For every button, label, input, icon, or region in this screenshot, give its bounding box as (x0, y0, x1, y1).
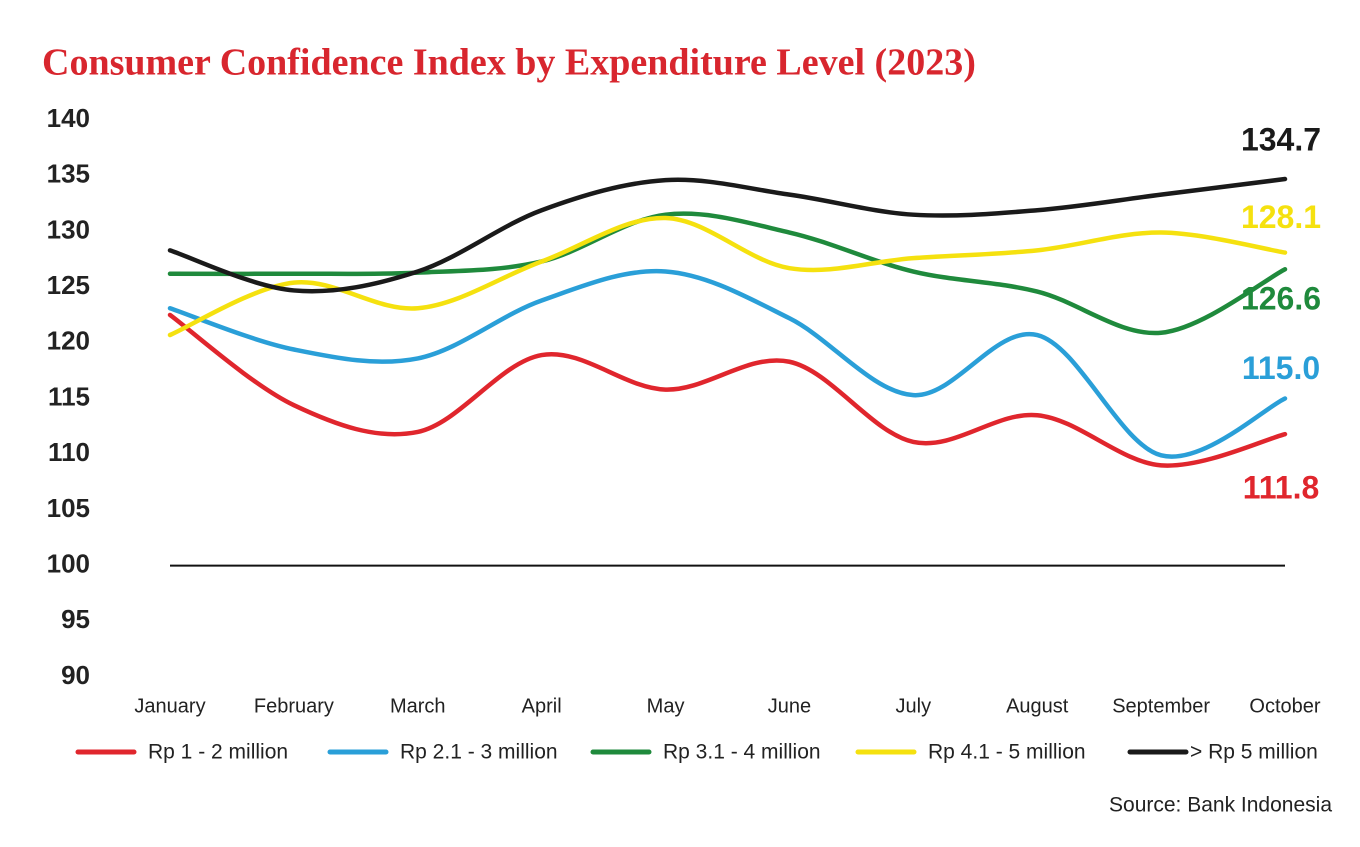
y-tick-label: 130 (47, 214, 90, 244)
x-tick-label: October (1249, 695, 1320, 717)
x-tick-label: March (390, 695, 446, 717)
y-tick-label: 115 (48, 381, 90, 411)
y-tick-label: 95 (61, 604, 90, 634)
series-line (167, 215, 1288, 338)
legend-label: Rp 3.1 - 4 million (663, 741, 821, 764)
y-tick-label: 120 (47, 326, 90, 356)
x-tick-label: September (1112, 695, 1210, 717)
series-line (167, 211, 1288, 336)
series-line (167, 176, 1288, 294)
x-tick-label: January (134, 695, 205, 717)
x-tick-label: June (768, 695, 811, 717)
y-tick-label: 90 (61, 660, 90, 690)
value-label: 126.6 (1241, 281, 1321, 317)
y-tick-label: 135 (47, 159, 90, 189)
series-line (167, 268, 1288, 459)
x-tick-label: August (1006, 695, 1069, 717)
legend-label: Rp 1 - 2 million (148, 741, 288, 764)
y-tick-label: 140 (47, 103, 90, 133)
source: Source: Bank Indonesia (1109, 794, 1332, 817)
legend-label: Rp 2.1 - 3 million (400, 741, 558, 764)
x-tick-label: July (896, 695, 932, 717)
y-tick-label: 105 (47, 493, 90, 523)
series-line (167, 312, 1288, 468)
x-tick-label: April (522, 695, 562, 717)
value-label: 115.0 (1242, 350, 1320, 386)
legend-label: > Rp 5 million (1190, 741, 1318, 764)
x-tick-label: May (647, 695, 685, 717)
x-tick-label: February (254, 695, 334, 717)
y-tick-label: 100 (47, 548, 90, 578)
y-tick-label: 125 (47, 270, 90, 300)
legend-label: Rp 4.1 - 5 million (928, 741, 1086, 764)
value-label: 134.7 (1241, 121, 1321, 157)
value-label: 128.1 (1241, 199, 1321, 235)
value-label: 111.8 (1243, 470, 1320, 506)
y-tick-label: 110 (48, 437, 90, 467)
chart-title: Consumer Confidence Index by Expenditure… (42, 42, 976, 84)
